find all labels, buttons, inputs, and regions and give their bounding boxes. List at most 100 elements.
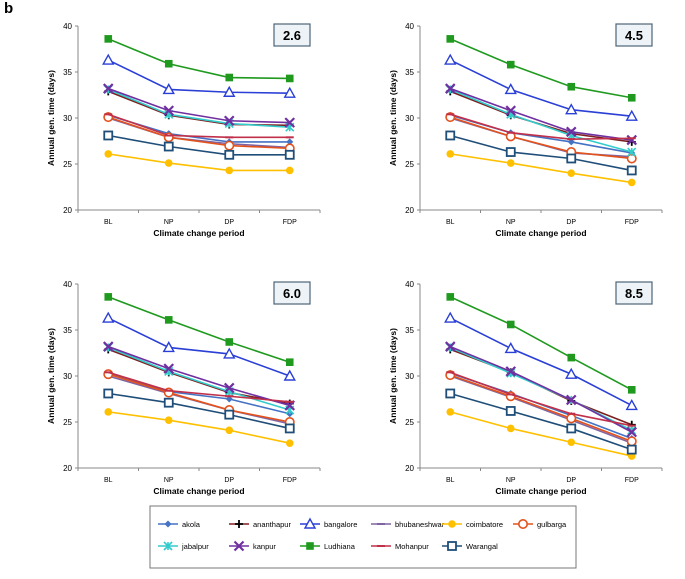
data-point-ludhiana (446, 35, 455, 43)
data-point-kanpur (626, 134, 638, 146)
series-ludhiana (104, 293, 294, 366)
scenario-badge (273, 23, 311, 47)
chart-panel-2-6: 20 25 30 35 40 BL NP DP FDP Climate change period… (46, 22, 321, 238)
x-axis-title: Climate change period (495, 228, 586, 238)
y-tick-label: 20 (405, 464, 414, 473)
data-point-bangalore (625, 398, 638, 411)
data-point-kanpur (505, 366, 517, 377)
y-tick-label: 30 (63, 114, 72, 123)
data-point-gulbarga (626, 436, 637, 447)
legend-swatch-marker (448, 520, 456, 528)
data-point-coimbatore (446, 408, 455, 416)
data-point-ludhiana (627, 93, 636, 102)
series-line-bangalore (107, 317, 291, 377)
data-point-bangalore (162, 341, 175, 353)
data-point-coimbatore (285, 166, 294, 175)
data-point-bangalore (625, 109, 638, 121)
y-tick-label: 25 (63, 418, 72, 427)
series-line-coimbatore (108, 411, 290, 444)
legend-swatch-marker (306, 542, 314, 550)
data-point-ludhiana (104, 293, 113, 301)
data-point-kanpur (102, 83, 114, 94)
x-tick-label: FDP (283, 219, 297, 226)
y-tick-label: 40 (405, 22, 414, 31)
legend-entry-label: bhubaneshwar (395, 520, 445, 529)
x-axis-title: Climate change period (153, 228, 244, 238)
x-tick-label: FDP (625, 219, 639, 226)
legend-box (149, 505, 577, 569)
data-point-ludhiana (164, 316, 173, 324)
scenario-badge (273, 281, 311, 305)
scenario-badge (615, 23, 653, 47)
y-tick-label: 25 (405, 160, 414, 169)
series-mohanpur (104, 371, 294, 403)
data-point-bangalore (162, 83, 175, 95)
x-tick-label: DP (566, 219, 576, 226)
series-coimbatore (104, 408, 294, 447)
x-tick-label: NP (164, 477, 174, 484)
y-tick-label: 25 (405, 418, 414, 427)
legend-swatch-marker (233, 540, 245, 552)
series-coimbatore (104, 150, 294, 175)
data-point-kanpur (284, 117, 296, 128)
data-point-kanpur (626, 426, 638, 438)
series-bangalore (444, 311, 638, 411)
series-akola (446, 111, 636, 157)
legend-entry-ananthapur: ananthapur (229, 520, 291, 529)
data-point-gulbarga (103, 369, 114, 380)
x-tick-label: BL (104, 477, 113, 484)
series-mohanpur (104, 113, 294, 139)
series-mohanpur (446, 371, 636, 427)
data-point-warangal (224, 409, 235, 420)
series-line-mohanpur (449, 371, 632, 427)
legend-entry-bhubaneshwar: bhubaneshwar (371, 520, 445, 529)
y-tick-label: 25 (63, 160, 72, 169)
legend-swatch-marker (164, 520, 172, 528)
data-point-coimbatore (627, 178, 636, 187)
panel-label: b (4, 0, 14, 17)
y-tick-label: 35 (405, 68, 414, 77)
scenario-badge-label: 4.5 (625, 28, 643, 43)
data-point-ludhiana (567, 82, 576, 91)
series-mohanpur (446, 113, 636, 141)
series-line-kanpur (107, 87, 290, 124)
data-point-coimbatore (104, 150, 113, 158)
legend-swatch-marker (235, 520, 243, 528)
data-point-kanpur (565, 126, 577, 138)
data-point-bangalore (444, 311, 457, 323)
y-axis-title: Annual gen. time (days) (46, 70, 56, 166)
legend-entry-label: kanpur (253, 542, 276, 551)
data-point-warangal (445, 388, 456, 399)
x-tick-label: BL (104, 219, 113, 226)
data-point-ludhiana (285, 74, 294, 83)
series-line-bangalore (449, 59, 632, 117)
data-point-bangalore (504, 83, 517, 95)
y-tick-label: 35 (63, 68, 72, 77)
data-point-akola (567, 138, 575, 146)
series-ludhiana (104, 35, 294, 83)
data-point-warangal (445, 130, 456, 141)
data-point-gulbarga (224, 140, 235, 151)
data-point-coimbatore (506, 424, 515, 433)
scenario-badge-label: 6.0 (283, 286, 301, 301)
data-point-bangalore (102, 311, 115, 323)
data-point-coimbatore (225, 166, 234, 175)
data-point-ludhiana (506, 320, 515, 329)
data-point-kanpur (444, 341, 456, 352)
y-tick-label: 40 (405, 280, 414, 289)
legend-entry-gulbarga: gulbarga (513, 518, 567, 529)
data-point-ludhiana (225, 338, 234, 346)
series-warangal (445, 388, 637, 455)
data-point-kanpur (505, 105, 517, 116)
legend-entry-label: gulbarga (537, 520, 567, 529)
data-point-kanpur (163, 105, 175, 116)
data-point-warangal (505, 406, 516, 416)
legend-entry-kanpur: kanpur (229, 540, 276, 552)
x-axis-title: Climate change period (153, 486, 244, 496)
series-line-jabalpur (449, 346, 633, 431)
data-point-kanpur (444, 83, 456, 94)
data-point-ludhiana (104, 35, 113, 43)
data-point-warangal (163, 141, 174, 152)
x-tick-label: FDP (283, 477, 297, 484)
